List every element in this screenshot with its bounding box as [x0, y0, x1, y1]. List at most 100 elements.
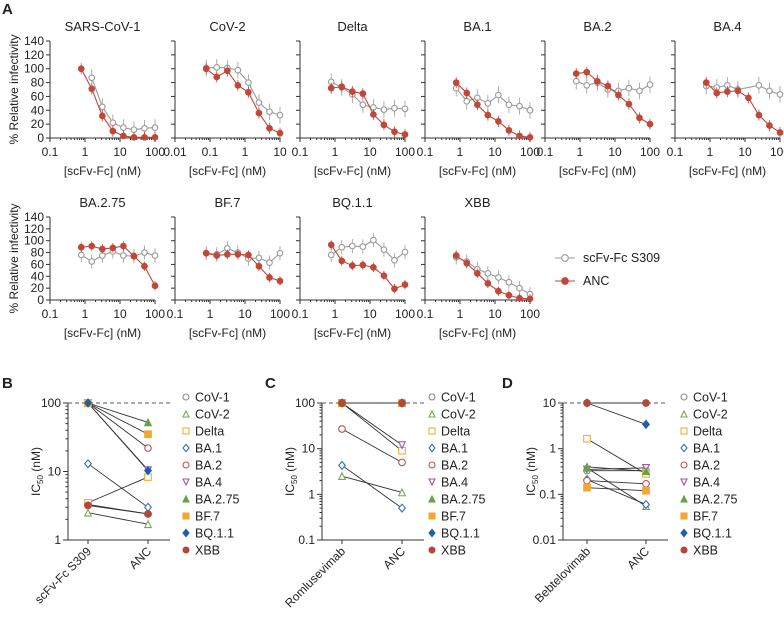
legend-label: Delta [195, 425, 224, 439]
data-point [245, 251, 252, 259]
y-axis-label-text: IC [283, 484, 297, 496]
data-point [495, 91, 502, 99]
paired-line [586, 467, 647, 507]
legend-label: BA.2.75 [693, 493, 738, 507]
legend-label: BF.7 [693, 510, 718, 524]
legend-marker [680, 528, 688, 538]
data-point [582, 462, 592, 471]
data-point [88, 258, 96, 265]
x-tick-label: 1 [457, 307, 464, 321]
x-tick-label: 1 [82, 307, 89, 321]
data-point [398, 458, 406, 467]
legend-label: CoV-1 [195, 391, 230, 405]
subplot-title: BA.1 [463, 19, 491, 34]
data-point [144, 444, 152, 452]
data-point [109, 119, 117, 127]
subplot-xbb: XBB 0.1 1 10 100 [scFv-Fc] (nM) [417, 195, 541, 340]
data-point [572, 77, 580, 85]
data-point [583, 399, 591, 407]
legend-marker [680, 478, 688, 487]
data-point [151, 282, 159, 290]
data-point [642, 399, 650, 407]
x-tick-label: 0.1 [417, 145, 434, 159]
x-tick-label: 0.1 [42, 145, 59, 159]
x-axis-label: [scFv-Fc] (nM) [559, 164, 636, 178]
data-point [452, 252, 460, 259]
y-axis-label-unit: (nM) [29, 447, 43, 475]
legend-marker [182, 494, 190, 503]
data-point [583, 483, 591, 492]
data-point [401, 105, 409, 113]
y-tick-label: 100 [24, 234, 44, 248]
data-point [88, 74, 96, 82]
paired-line [341, 428, 403, 463]
data-point [745, 94, 752, 102]
legend-label: XBB [441, 544, 466, 558]
data-point [234, 66, 242, 74]
data-point [397, 503, 407, 513]
panel-c: 0.1 1 10 100 IC50 (nM) Romlusevimab ANC CoV-1 Co… [282, 391, 485, 611]
legend-label: XBB [693, 544, 718, 558]
y-axis-label-unit: (nM) [524, 447, 538, 475]
data-point [646, 81, 654, 88]
data-point [213, 73, 221, 81]
data-point [83, 508, 93, 517]
x-axis-label: [scFv-Fc] (nM) [314, 326, 391, 340]
x-tick-label: 0.1 [667, 145, 684, 159]
panel-label-C: C [265, 375, 276, 392]
panel-d: 0.01 0.1 1 10 IC50 (nM) Bebtelovimab ANC CoV-1 C… [524, 391, 738, 606]
data-point [505, 278, 513, 286]
y-axis-label-unit: (nM) [283, 447, 297, 475]
data-point [370, 111, 377, 118]
subplot-title: SARS-CoV-1 [65, 19, 141, 34]
data-point [625, 84, 633, 92]
data-point [98, 103, 106, 111]
paired-line [341, 475, 403, 493]
data-point [130, 133, 138, 141]
y-tick-label: 0.1 [298, 533, 315, 547]
data-point [391, 256, 398, 264]
legend-label: BA.4 [693, 476, 720, 490]
data-point [213, 252, 221, 259]
data-point [401, 248, 409, 256]
x-tick-label: 10 [363, 145, 377, 159]
panel-b: 1 10 100 IC50 (nM) scFv-Fc S309 ANC CoV-1 CoV-2… [29, 391, 240, 607]
data-point [484, 100, 492, 107]
data-point [98, 245, 106, 253]
x-axis-label: [scFv-Fc] (nM) [189, 326, 266, 340]
legend-marker [428, 528, 436, 538]
x-tick-label: 10 [113, 145, 127, 159]
data-point [120, 252, 127, 259]
data-point [276, 111, 284, 119]
data-point [526, 295, 534, 303]
y-tick-label: 20 [31, 117, 45, 131]
data-point [766, 87, 773, 95]
data-point [88, 242, 96, 250]
x-tick-label: 1 [82, 145, 89, 159]
data-point [359, 261, 367, 269]
subplot-bq-1-1: BQ.1.1 0.1 1 10 100 [scFv-Fc] (nM) [292, 195, 416, 340]
data-point [516, 102, 523, 110]
data-point [143, 417, 153, 427]
data-point [370, 236, 377, 244]
data-point [141, 133, 148, 141]
x-tick-label: 0.1 [42, 307, 59, 321]
data-point [327, 84, 335, 92]
data-point [266, 108, 273, 116]
paired-line [87, 402, 149, 435]
data-point [641, 466, 651, 476]
data-point [636, 114, 643, 122]
data-point [348, 262, 356, 269]
data-point [109, 127, 117, 135]
legend-label: BA.4 [195, 476, 222, 490]
data-point [143, 502, 153, 513]
legend-label: ANC [583, 274, 609, 288]
data-point [776, 90, 784, 98]
y-tick-label: 100 [41, 396, 61, 410]
legend-marker [428, 478, 436, 487]
y-tick-label: 80 [31, 246, 45, 260]
y-tick-label: 20 [31, 281, 45, 295]
data-point [463, 89, 471, 97]
x-category-label: ANC [380, 544, 408, 572]
